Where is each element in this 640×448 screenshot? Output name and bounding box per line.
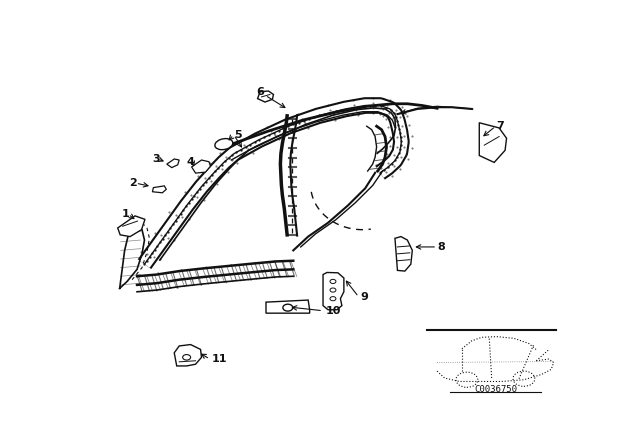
Text: 6: 6 xyxy=(256,87,264,97)
Text: 1: 1 xyxy=(122,209,130,219)
Text: 11: 11 xyxy=(211,354,227,364)
Polygon shape xyxy=(479,123,507,163)
Polygon shape xyxy=(323,272,344,310)
Text: 7: 7 xyxy=(497,121,504,131)
Text: 4: 4 xyxy=(187,157,195,168)
Polygon shape xyxy=(266,300,310,313)
Text: 8: 8 xyxy=(437,242,445,252)
Polygon shape xyxy=(174,345,202,366)
Polygon shape xyxy=(152,186,166,193)
Text: 3: 3 xyxy=(152,154,159,164)
Polygon shape xyxy=(118,216,145,237)
Text: 10: 10 xyxy=(326,306,341,316)
Text: 9: 9 xyxy=(360,292,368,302)
Text: 5: 5 xyxy=(234,130,241,140)
Text: C0036750: C0036750 xyxy=(474,384,517,393)
Polygon shape xyxy=(257,91,273,102)
Polygon shape xyxy=(191,160,211,173)
Polygon shape xyxy=(167,159,179,168)
Ellipse shape xyxy=(215,138,233,150)
Polygon shape xyxy=(395,237,412,271)
Text: 2: 2 xyxy=(129,178,138,188)
